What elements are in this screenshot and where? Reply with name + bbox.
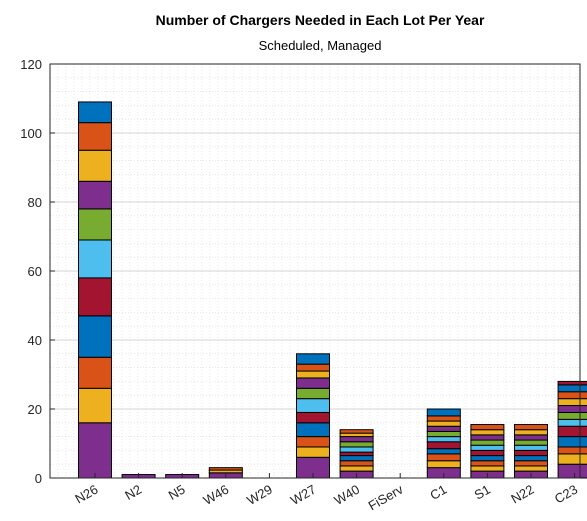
- bar-segment: [78, 180, 112, 210]
- y-tick-label: 60: [28, 264, 42, 279]
- bar-segment: [78, 149, 112, 182]
- bar-segment: [557, 463, 587, 479]
- y-tick-label: 120: [20, 57, 42, 72]
- x-tick-label: S1: [472, 482, 493, 503]
- bar-segment: [470, 434, 505, 441]
- bar-segment: [514, 465, 548, 472]
- y-tick-label: 0: [35, 471, 42, 486]
- bar-segment: [557, 380, 587, 386]
- chart-subtitle: Scheduled, Managed: [259, 38, 382, 53]
- bar-segment: [339, 446, 374, 453]
- x-tick-label: N5: [166, 482, 188, 503]
- bar-segment: [557, 398, 587, 407]
- bar-segment: [78, 356, 112, 389]
- bar-segment: [514, 434, 548, 441]
- y-tick-label: 20: [28, 402, 42, 417]
- bar-segment: [339, 441, 374, 448]
- bar-segment: [514, 444, 548, 451]
- bar-segment: [514, 455, 548, 462]
- bar-segment: [296, 411, 330, 424]
- bar-segment: [470, 460, 505, 467]
- bar-segment: [78, 315, 112, 358]
- bar-segment: [470, 439, 505, 446]
- bar-segment: [296, 387, 330, 400]
- bar-segment: [296, 398, 330, 413]
- bar-segment: [557, 418, 587, 427]
- bar-segment: [78, 208, 112, 241]
- bar-segment: [339, 460, 374, 467]
- bar-segment: [426, 448, 461, 455]
- bar-segment: [514, 424, 548, 431]
- bar-segment: [78, 239, 112, 279]
- bar-segment: [557, 446, 587, 455]
- bar-segment: [78, 101, 112, 124]
- y-tick-label: 80: [28, 195, 42, 210]
- y-tick-label: 100: [20, 126, 42, 141]
- bar-segment: [557, 384, 587, 393]
- bar-segment: [296, 363, 330, 372]
- bar-segment: [557, 391, 587, 400]
- bar-segment: [470, 449, 505, 457]
- bars: [78, 101, 587, 479]
- bar-segment: [78, 122, 112, 151]
- x-tick-label: N2: [122, 482, 144, 503]
- bar-segment: [426, 408, 461, 417]
- bar-segment: [426, 425, 461, 432]
- bar-segment: [78, 387, 112, 424]
- bar-segment: [514, 439, 548, 446]
- bar-segment: [208, 467, 243, 471]
- bar-segment: [339, 432, 374, 438]
- bar-segment: [426, 430, 461, 438]
- bar-segment: [470, 455, 505, 462]
- bar-segment: [296, 446, 330, 458]
- bar-segment: [339, 436, 374, 443]
- bar-segment: [339, 455, 374, 462]
- bar-segment: [514, 449, 548, 457]
- bar-segment: [470, 465, 505, 472]
- bar-segment: [78, 277, 112, 317]
- bar-segment: [557, 425, 587, 438]
- bar-segment: [426, 436, 461, 443]
- bar-segment: [339, 465, 374, 472]
- bar-segment: [426, 453, 461, 462]
- bar-segment: [426, 415, 461, 422]
- y-tick-label: 40: [28, 333, 42, 348]
- bar-segment: [78, 422, 112, 479]
- bar-segment: [296, 377, 330, 389]
- bar-segment: [557, 436, 587, 448]
- bar-segment: [339, 429, 374, 434]
- bar-segment: [470, 424, 505, 431]
- x-tick-label: C1: [427, 482, 449, 503]
- bar-segment: [296, 422, 330, 438]
- bar-segment: [296, 436, 330, 448]
- bar-segment: [557, 405, 587, 413]
- bar-segment: [426, 441, 461, 450]
- bar-segment: [426, 460, 461, 469]
- bar-segment: [339, 451, 374, 457]
- bar-segment: [470, 429, 505, 436]
- bar-segment: [470, 444, 505, 451]
- bar-segment: [426, 420, 461, 427]
- chart-title: Number of Chargers Needed in Each Lot Pe…: [156, 12, 485, 28]
- y-axis: 0 20 40 60 80 100 120: [20, 57, 55, 486]
- bar-segment: [557, 411, 587, 420]
- bar-segment: [557, 453, 587, 465]
- bar-segment: [514, 429, 548, 436]
- bar-segment: [514, 460, 548, 467]
- bar-segment: [296, 370, 330, 379]
- bar-segment: [296, 353, 330, 365]
